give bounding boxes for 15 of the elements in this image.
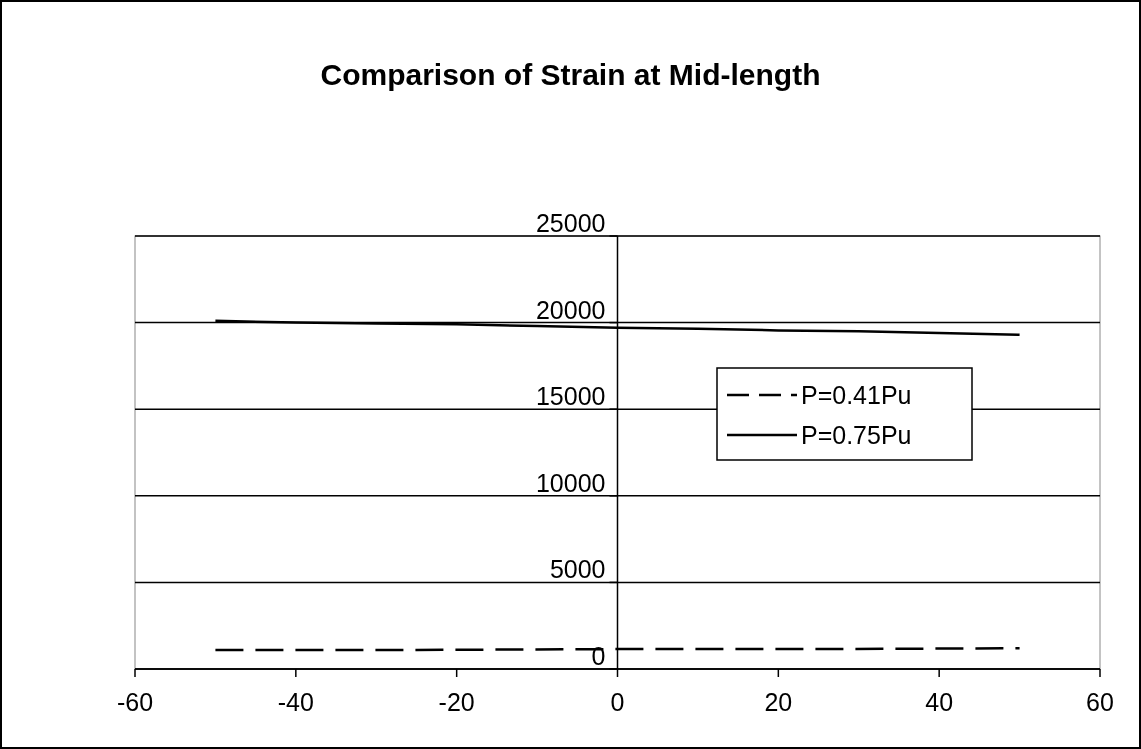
legend-label: P=0.75Pu bbox=[801, 421, 912, 449]
y-tick-label: 20000 bbox=[535, 295, 606, 324]
x-tick-label: -40 bbox=[277, 688, 314, 716]
y-tick-label: 5000 bbox=[549, 555, 606, 584]
y-tick-label: 10000 bbox=[535, 468, 606, 497]
x-tick-label: 40 bbox=[925, 688, 954, 716]
chart-title: Comparison of Strain at Mid-length bbox=[320, 58, 821, 91]
x-tick-label: -60 bbox=[116, 688, 154, 716]
legend-label: P=0.41Pu bbox=[801, 381, 912, 409]
x-tick-label: 20 bbox=[764, 688, 793, 716]
y-tick-label: 25000 bbox=[535, 209, 606, 237]
x-tick-label: 60 bbox=[1086, 688, 1114, 716]
x-tick-label: -20 bbox=[438, 688, 475, 716]
x-tick-label: 0 bbox=[610, 688, 625, 716]
y-tick-label: 15000 bbox=[535, 382, 606, 411]
